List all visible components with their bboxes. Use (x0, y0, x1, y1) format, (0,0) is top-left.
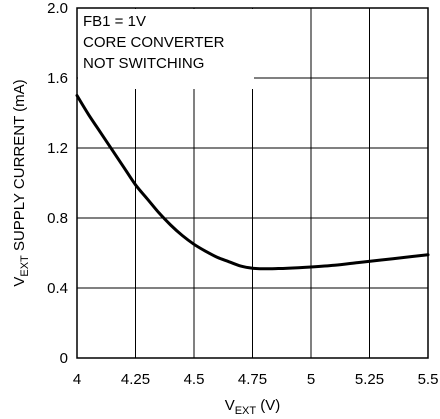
y-axis-label: VEXT SUPPLY CURRENT (mA) (11, 79, 31, 286)
y-tick-label: 0.8 (47, 210, 68, 227)
annotation-line: FB1 = 1V (83, 13, 146, 30)
annotation-block: FB1 = 1V CORE CONVERTER NOT SWITCHING (78, 9, 254, 89)
y-tick-labels: 0 0.4 0.8 1.2 1.6 2.0 (47, 0, 68, 367)
y-tick-label: 1.2 (47, 140, 68, 157)
x-tick-label: 5.5 (418, 371, 439, 388)
y-tick-label: 0 (60, 350, 68, 367)
y-tick-label: 0.4 (47, 280, 68, 297)
x-tick-label: 5 (307, 371, 315, 388)
annotation-line: CORE CONVERTER (83, 34, 225, 51)
x-tick-labels: 4 4.25 4.5 4.75 5 5.25 5.5 (73, 371, 439, 388)
x-axis-label-suffix: (V) (256, 397, 280, 414)
x-tick-label: 4.75 (238, 371, 267, 388)
x-axis-label-sub: EXT (235, 405, 257, 417)
x-tick-label: 4.25 (121, 371, 150, 388)
y-axis-label-sub: EXT (19, 255, 31, 277)
x-tick-label: 4.5 (184, 371, 205, 388)
x-tick-label: 5.25 (355, 371, 384, 388)
x-tick-label: 4 (73, 371, 81, 388)
annotation-line: NOT SWITCHING (83, 55, 204, 72)
x-axis-label-prefix: V (225, 397, 235, 414)
y-axis-label-prefix: V (11, 277, 28, 287)
y-axis-label-suffix: SUPPLY CURRENT (mA) (11, 79, 28, 255)
x-axis-label: VEXT (V) (225, 397, 281, 417)
y-tick-label: 2.0 (47, 0, 68, 17)
y-tick-label: 1.6 (47, 70, 68, 87)
